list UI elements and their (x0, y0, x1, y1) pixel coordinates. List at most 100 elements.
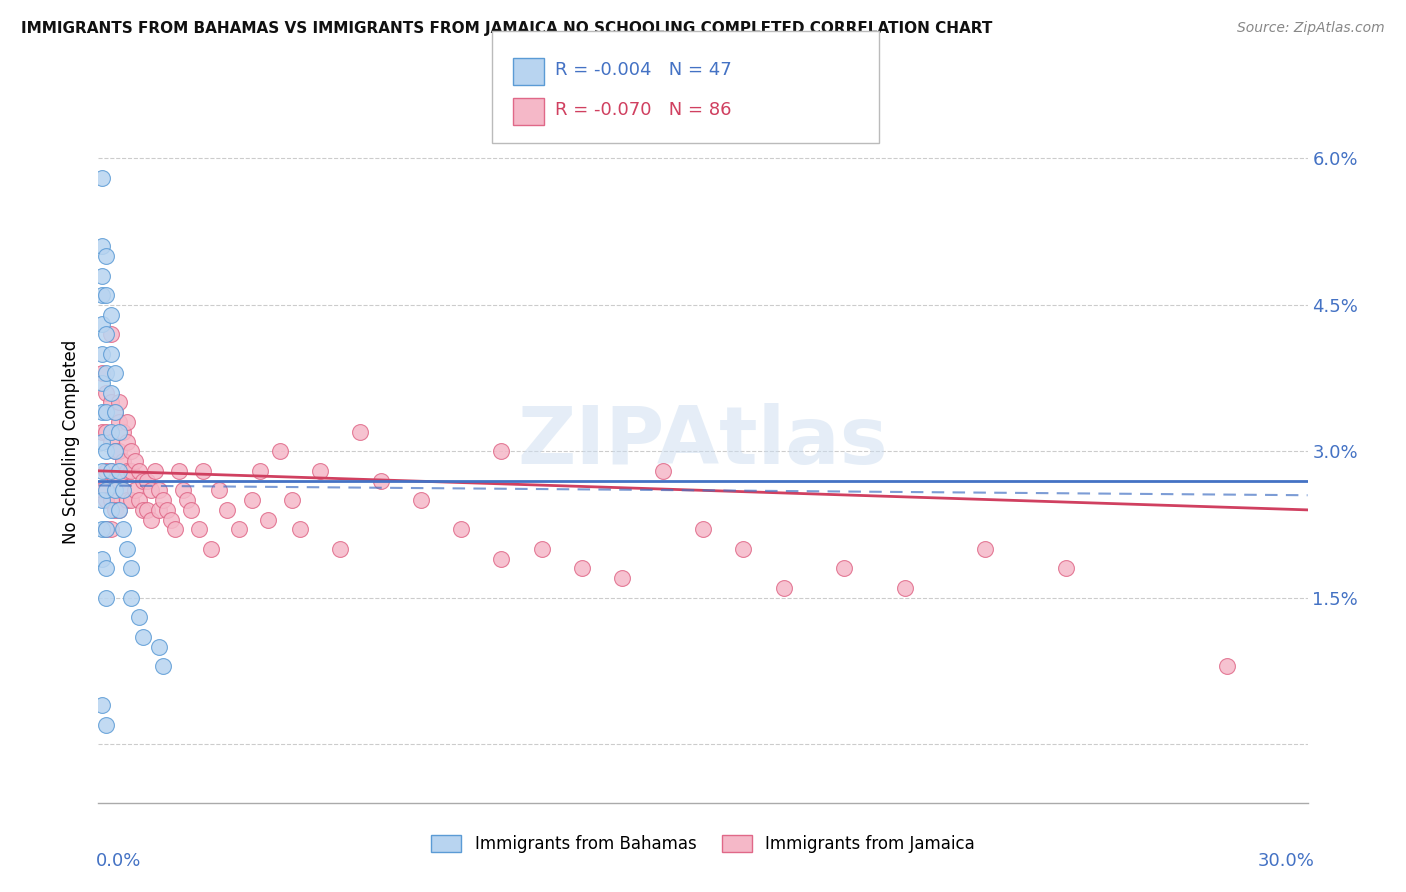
Text: IMMIGRANTS FROM BAHAMAS VS IMMIGRANTS FROM JAMAICA NO SCHOOLING COMPLETED CORREL: IMMIGRANTS FROM BAHAMAS VS IMMIGRANTS FR… (21, 21, 993, 36)
Point (100, 395, 122, 409)
Point (148, 503, 170, 517)
Point (120, 561, 142, 575)
Point (120, 464, 142, 478)
Point (530, 541, 553, 556)
Point (103, 366, 125, 380)
Point (172, 483, 194, 498)
Legend: Immigrants from Bahamas, Immigrants from Jamaica: Immigrants from Bahamas, Immigrants from… (425, 828, 981, 860)
Point (772, 581, 794, 595)
Point (200, 541, 222, 556)
Point (974, 541, 997, 556)
Point (167, 464, 190, 478)
Point (450, 523, 472, 537)
Point (111, 425, 134, 439)
Point (111, 483, 134, 498)
Point (91, 170, 114, 185)
Point (893, 581, 915, 595)
Point (100, 385, 122, 400)
Point (91, 425, 114, 439)
Point (100, 464, 122, 478)
Point (96, 464, 118, 478)
Point (91, 434, 114, 449)
Point (107, 503, 129, 517)
Point (96, 405, 118, 419)
Point (115, 415, 138, 429)
Point (100, 503, 122, 517)
Point (193, 464, 215, 478)
Point (91, 698, 114, 713)
Point (491, 444, 513, 458)
Point (107, 474, 129, 488)
Point (160, 513, 183, 527)
Point (1054, 561, 1077, 575)
Point (281, 493, 304, 508)
Point (96, 561, 118, 575)
Text: R = -0.004   N = 47: R = -0.004 N = 47 (555, 61, 733, 78)
Point (103, 474, 125, 488)
Point (91, 239, 114, 253)
Point (103, 503, 125, 517)
Point (176, 493, 198, 508)
Point (135, 474, 157, 488)
Text: Source: ZipAtlas.com: Source: ZipAtlas.com (1237, 21, 1385, 35)
Point (132, 630, 155, 644)
Point (249, 464, 271, 478)
Point (152, 493, 174, 508)
Point (103, 483, 125, 498)
Point (100, 346, 122, 360)
Point (107, 425, 129, 439)
Text: R = -0.070   N = 86: R = -0.070 N = 86 (555, 101, 733, 119)
Point (100, 434, 122, 449)
Point (180, 503, 202, 517)
Point (228, 523, 250, 537)
Point (120, 493, 142, 508)
Y-axis label: No Schooling Completed: No Schooling Completed (62, 340, 80, 543)
Point (128, 493, 150, 508)
Point (832, 561, 855, 575)
Point (309, 464, 332, 478)
Point (115, 493, 138, 508)
Point (96, 249, 118, 263)
Point (288, 523, 311, 537)
Point (208, 483, 231, 498)
Point (409, 493, 432, 508)
Point (91, 464, 114, 478)
Point (91, 288, 114, 302)
Point (612, 571, 634, 585)
Point (91, 405, 114, 419)
Point (156, 503, 179, 517)
Point (256, 513, 278, 527)
Point (124, 483, 146, 498)
Point (370, 474, 392, 488)
Point (733, 541, 755, 556)
Point (91, 346, 114, 360)
Point (1216, 659, 1239, 673)
Point (96, 444, 118, 458)
Point (96, 385, 118, 400)
Point (132, 474, 155, 488)
Point (107, 395, 129, 409)
Point (571, 561, 593, 575)
Point (96, 366, 118, 380)
Point (124, 454, 146, 468)
Point (100, 308, 122, 322)
Point (96, 425, 118, 439)
Point (91, 523, 114, 537)
Point (91, 551, 114, 566)
Point (120, 591, 142, 605)
Point (107, 503, 129, 517)
Point (115, 434, 138, 449)
Point (148, 640, 170, 654)
Point (96, 591, 118, 605)
Point (91, 366, 114, 380)
Point (132, 503, 155, 517)
Point (329, 541, 352, 556)
Point (269, 444, 291, 458)
Point (143, 464, 166, 478)
Point (148, 483, 170, 498)
Point (107, 415, 129, 429)
Point (111, 454, 134, 468)
Point (91, 483, 114, 498)
Point (152, 659, 174, 673)
Point (100, 523, 122, 537)
